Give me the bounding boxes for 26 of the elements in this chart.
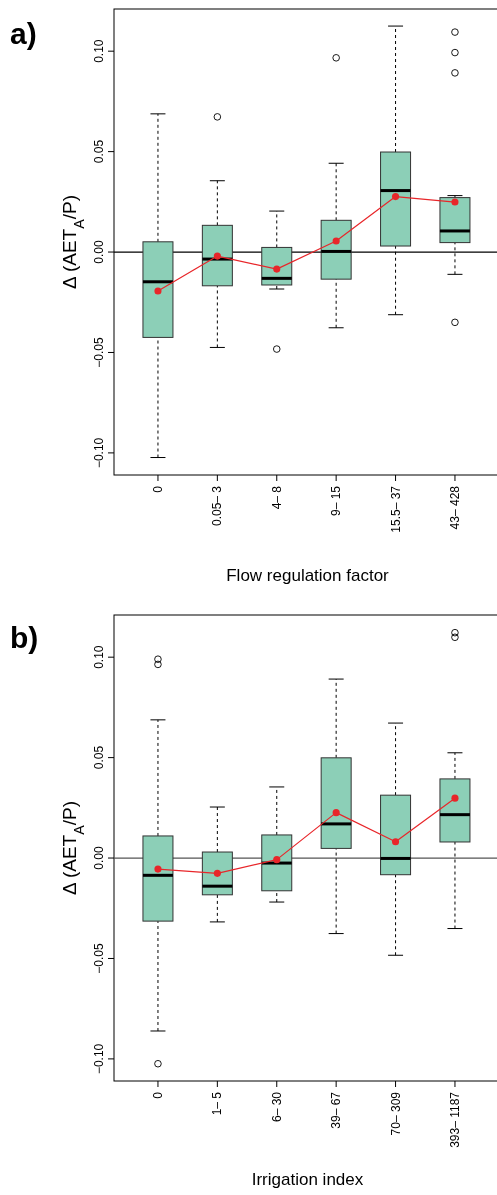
y-tick-label: 0.10	[92, 39, 106, 63]
x-tick-label: 70– 309	[388, 1091, 403, 1136]
x-tick-label: 15.5– 37	[388, 485, 403, 533]
x-tick-label: 0	[150, 1091, 165, 1099]
x-tick-label: 4– 8	[269, 485, 284, 510]
chart-title: b)	[10, 621, 39, 654]
y-tick-label: −0.10	[92, 1043, 106, 1075]
x-tick-label: 0	[150, 485, 165, 493]
y-tick-label: −0.10	[92, 437, 106, 469]
x-axis-title: Irrigation index	[251, 1170, 364, 1189]
x-tick-label: 6– 30	[269, 1091, 284, 1123]
x-tick-label: 39– 67	[329, 1091, 344, 1129]
x-tick-label: 9– 15	[329, 485, 344, 517]
x-tick-label: 0.05– 3	[210, 485, 225, 527]
chart-title: a)	[10, 17, 37, 50]
y-tick-label: 0.00	[92, 846, 106, 870]
y-tick-label: 0.10	[92, 645, 106, 669]
y-tick-label: 0.05	[92, 139, 106, 164]
x-axis-title: Flow regulation factor	[226, 566, 390, 585]
y-tick-label: −0.05	[92, 336, 106, 368]
x-tick-label: 393– 1187	[447, 1091, 462, 1148]
x-tick-label: 1– 5	[210, 1091, 225, 1116]
x-tick-label: 43– 428	[447, 485, 462, 530]
y-tick-label: −0.05	[92, 942, 106, 974]
y-tick-label: 0.00	[92, 240, 106, 264]
y-tick-label: 0.05	[92, 745, 106, 770]
